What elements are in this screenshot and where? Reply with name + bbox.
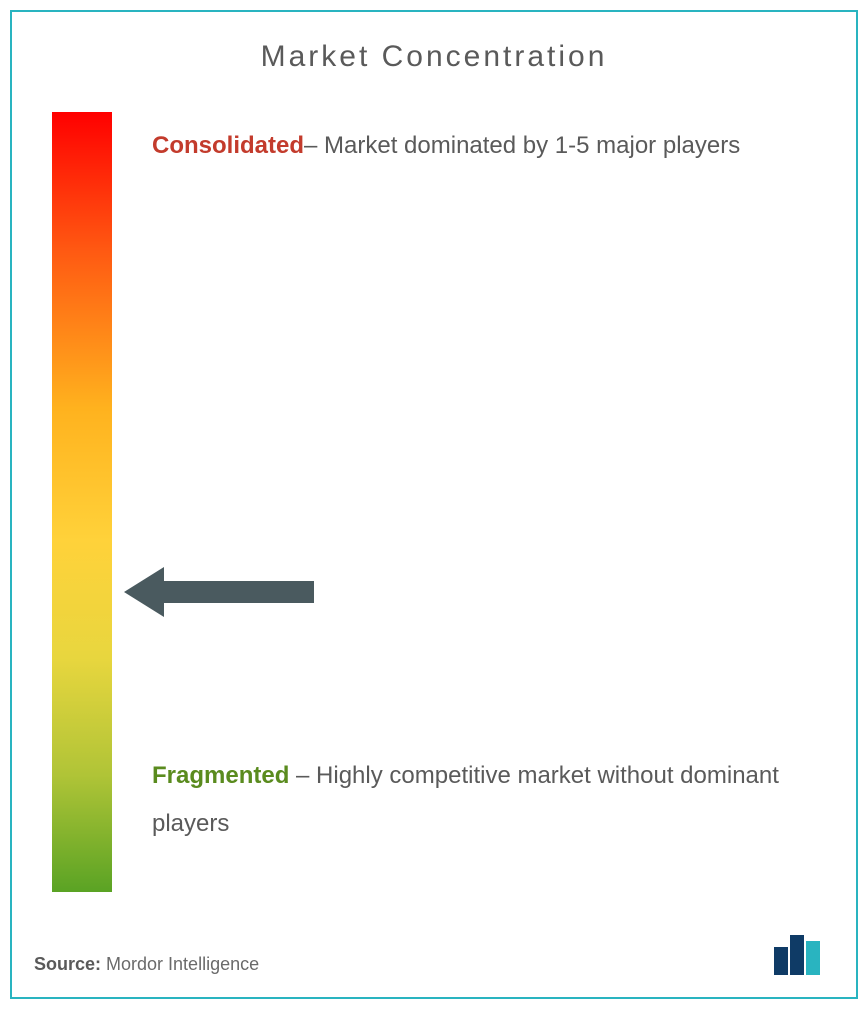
arrow-icon	[124, 567, 314, 617]
consolidated-label: Consolidated– Market dominated by 1-5 ma…	[152, 122, 822, 170]
consolidated-bold: Consolidated	[152, 132, 304, 159]
source-value: Mordor Intelligence	[101, 954, 259, 974]
position-arrow	[124, 567, 314, 617]
gradient-bar	[52, 112, 112, 892]
fragmented-bold: Fragmented	[152, 762, 289, 789]
fragmented-label: Fragmented – Highly competitive market w…	[152, 752, 822, 848]
source-label: Source:	[34, 954, 101, 974]
chart-card: Market Concentration Consolidated– Marke…	[10, 10, 858, 999]
brand-logo-icon	[774, 931, 834, 975]
chart-title: Market Concentration	[12, 12, 856, 74]
source-line: Source: Mordor Intelligence	[34, 954, 259, 975]
consolidated-desc: – Market dominated by 1-5 major players	[304, 132, 740, 159]
